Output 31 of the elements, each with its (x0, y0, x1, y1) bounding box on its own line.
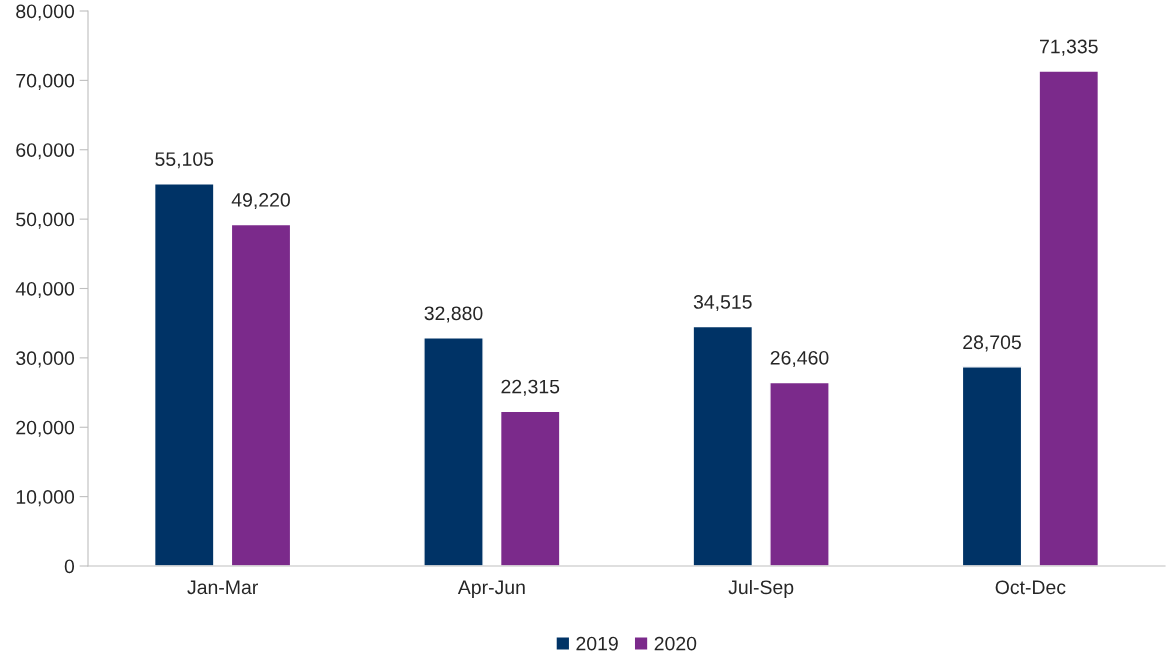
data-label: 26,460 (770, 350, 829, 367)
data-label: 71,335 (1040, 39, 1098, 56)
bar (769, 381, 830, 566)
y-tick-label: 30,000 (16, 351, 75, 368)
bar (499, 410, 561, 566)
bar (153, 183, 215, 566)
data-label: 49,220 (231, 193, 290, 210)
x-tick-label: Oct-Dec (995, 580, 1066, 595)
y-tick-label: 40,000 (15, 281, 75, 299)
bar (230, 223, 292, 566)
bar (423, 337, 484, 566)
y-tick-label: 50,000 (16, 212, 75, 229)
y-tick-label: 70,000 (16, 73, 75, 90)
y-tick-label: 80,000 (16, 4, 75, 21)
bar (1038, 70, 1100, 566)
data-label: 22,315 (501, 379, 560, 396)
y-tick-label: 0 (64, 559, 75, 574)
data-label: 34,515 (693, 295, 752, 312)
x-tick-label: Jul-Sep (728, 579, 794, 599)
bar (692, 325, 754, 566)
legend-label: 2020 (654, 636, 697, 651)
y-tick-label: 60,000 (16, 143, 75, 160)
data-label: 28,705 (963, 335, 1021, 352)
y-tick-label: 20,000 (16, 420, 75, 437)
y-tick-label: 10,000 (16, 490, 75, 507)
x-tick-label: Jan-Mar (187, 580, 258, 595)
x-tick-label: Apr-Jun (457, 580, 525, 599)
data-label: 55,105 (155, 152, 214, 169)
bar (961, 366, 1023, 566)
data-label: 32,880 (424, 306, 483, 323)
legend-label: 2019 (576, 636, 618, 651)
